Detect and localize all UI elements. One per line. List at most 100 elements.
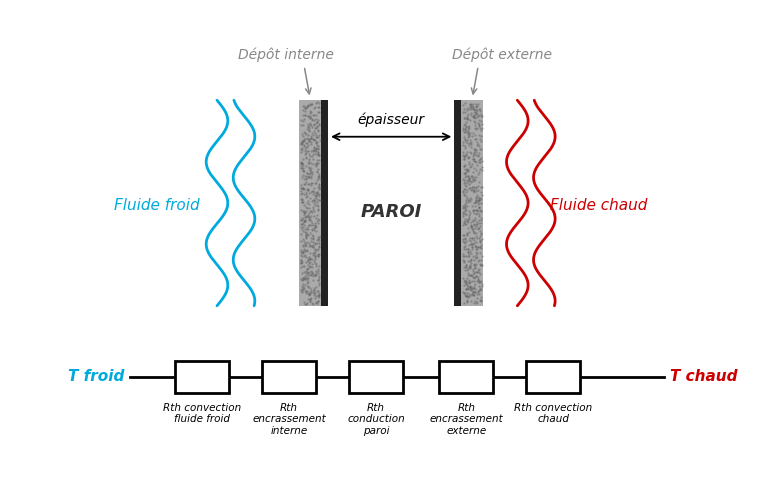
Point [459, 114, 471, 122]
Point [303, 259, 315, 267]
Point [296, 138, 308, 146]
Point [294, 182, 307, 190]
Point [463, 132, 476, 140]
Point [474, 194, 486, 202]
Point [463, 129, 476, 137]
Point [308, 223, 321, 231]
Point [470, 196, 483, 204]
Text: T chaud: T chaud [670, 369, 738, 384]
Point [295, 159, 308, 167]
Point [465, 259, 477, 267]
Point [301, 274, 314, 282]
Point [313, 156, 326, 164]
Point [296, 144, 308, 152]
Point [470, 109, 482, 117]
Point [311, 201, 323, 209]
Point [301, 112, 314, 120]
Point [298, 190, 311, 198]
Point [303, 157, 315, 165]
Point [474, 297, 487, 305]
Point [460, 166, 473, 174]
Point [296, 167, 308, 175]
Point [298, 175, 310, 183]
Point [465, 102, 477, 110]
Point [298, 229, 311, 237]
Point [303, 180, 315, 188]
Point [460, 148, 473, 156]
Point [294, 258, 307, 266]
Point [473, 179, 485, 187]
Point [461, 215, 474, 223]
Point [312, 267, 325, 275]
Point [300, 274, 312, 282]
Point [463, 104, 475, 112]
Point [309, 271, 322, 279]
Point [465, 249, 477, 256]
Point [298, 141, 311, 149]
Point [300, 289, 312, 297]
Point [463, 261, 476, 269]
Point [311, 239, 323, 247]
Point [469, 131, 481, 139]
Point [307, 196, 319, 204]
Point [311, 98, 323, 106]
Point [309, 239, 322, 247]
Point [470, 229, 482, 237]
Point [473, 213, 485, 221]
Point [296, 140, 308, 148]
Point [301, 299, 314, 307]
Point [463, 175, 475, 183]
Point [470, 158, 482, 166]
Point [474, 146, 486, 154]
Point [467, 156, 480, 164]
Point [464, 209, 477, 217]
Point [298, 107, 311, 115]
Point [302, 231, 315, 239]
Point [299, 111, 312, 119]
Point [306, 129, 319, 137]
Point [299, 209, 312, 217]
Point [294, 248, 307, 255]
Point [312, 297, 325, 305]
Point [460, 172, 472, 180]
Point [475, 124, 487, 132]
Point [297, 132, 309, 140]
Point [462, 123, 474, 131]
Point [308, 293, 321, 301]
Point [300, 287, 312, 295]
Point [467, 105, 480, 113]
Point [308, 188, 320, 196]
Point [308, 249, 321, 256]
Point [458, 219, 470, 227]
Point [297, 207, 309, 215]
Point [466, 243, 478, 251]
Point [301, 101, 314, 109]
Point [310, 222, 322, 230]
Point [301, 123, 314, 131]
Point [456, 126, 469, 134]
Point [460, 182, 472, 190]
Point [305, 108, 317, 116]
Point [310, 267, 322, 275]
Point [471, 276, 484, 284]
Point [304, 107, 316, 115]
Point [468, 118, 480, 126]
Point [459, 202, 471, 210]
Point [305, 254, 318, 262]
Point [463, 234, 476, 242]
Point [457, 287, 470, 295]
Point [465, 103, 477, 111]
Point [460, 114, 473, 122]
Point [461, 136, 474, 144]
Point [294, 285, 307, 293]
Point [474, 154, 487, 162]
Point [470, 198, 482, 206]
Point [307, 111, 319, 119]
Point [297, 184, 309, 192]
Point [457, 251, 470, 259]
Point [461, 178, 474, 186]
Point [466, 132, 478, 140]
Point [463, 290, 475, 298]
Point [456, 101, 469, 109]
Point [465, 290, 477, 298]
